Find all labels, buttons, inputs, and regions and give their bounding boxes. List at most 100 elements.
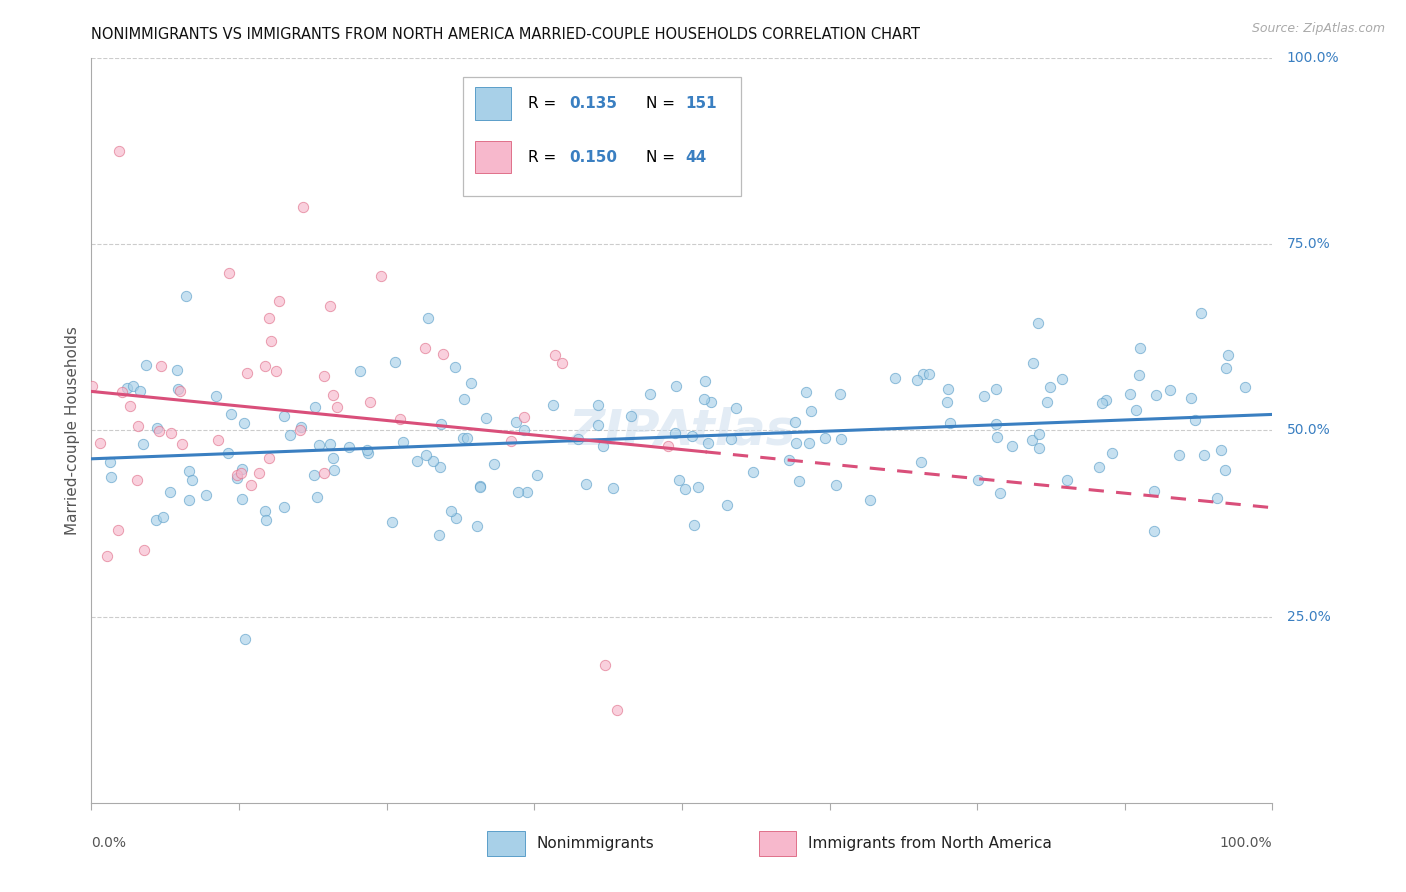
Point [194, 488, 217, 502]
Point [357, 445, 380, 459]
Point [430, 417, 453, 431]
Point [219, 407, 242, 421]
Point [444, 360, 467, 375]
Text: Source: ZipAtlas.com: Source: ZipAtlas.com [1251, 22, 1385, 36]
Point [427, 528, 450, 542]
Point [169, 384, 191, 398]
Point [318, 299, 340, 313]
Point [205, 390, 228, 404]
Point [239, 478, 262, 492]
Point [145, 514, 167, 528]
Point [319, 437, 342, 451]
Point [146, 421, 169, 435]
Point [149, 359, 172, 373]
Point [936, 382, 959, 396]
Point [356, 443, 378, 458]
Point [247, 466, 270, 480]
Point [229, 466, 252, 480]
Text: R =: R = [529, 96, 561, 111]
Point [512, 410, 534, 425]
Point [606, 703, 628, 717]
Point [1143, 524, 1166, 539]
Text: 44: 44 [686, 150, 707, 164]
Point [475, 411, 498, 425]
Point [167, 382, 190, 396]
Point [453, 392, 475, 406]
Point [148, 424, 170, 438]
Point [135, 358, 157, 372]
Point [918, 367, 941, 381]
Point [1206, 491, 1229, 506]
Point [1125, 402, 1147, 417]
Point [586, 398, 609, 412]
Point [1159, 384, 1181, 398]
Point [1119, 387, 1142, 401]
Point [683, 517, 706, 532]
Point [825, 477, 848, 491]
Point [217, 446, 239, 460]
Point [499, 434, 522, 449]
Point [1180, 391, 1202, 405]
Point [988, 486, 1011, 500]
Point [657, 439, 679, 453]
Point [107, 523, 129, 537]
Point [699, 395, 721, 409]
FancyBboxPatch shape [464, 77, 741, 195]
Point [89, 436, 111, 450]
Point [668, 473, 690, 487]
Point [288, 423, 311, 437]
Point [575, 476, 598, 491]
Point [260, 334, 283, 349]
Point [1039, 380, 1062, 394]
Point [697, 436, 720, 450]
Point [415, 341, 437, 355]
Point [1052, 372, 1074, 386]
Point [830, 432, 852, 446]
Point [115, 381, 138, 395]
Point [381, 516, 404, 530]
Point [1209, 443, 1232, 458]
Point [541, 398, 564, 412]
Point [813, 431, 835, 445]
Point [440, 503, 463, 517]
Point [226, 471, 249, 485]
Point [134, 543, 156, 558]
Point [322, 450, 344, 465]
Point [451, 431, 474, 445]
Point [100, 470, 122, 484]
Point [1056, 473, 1078, 487]
Point [593, 658, 616, 673]
Point [406, 454, 429, 468]
Point [741, 466, 763, 480]
Point [388, 412, 411, 426]
Point [384, 355, 406, 369]
Text: 100.0%: 100.0% [1286, 51, 1340, 65]
Point [159, 484, 181, 499]
Point [720, 433, 742, 447]
Point [312, 369, 335, 384]
Point [1094, 392, 1116, 407]
Point [695, 374, 717, 388]
Point [638, 387, 661, 401]
Point [432, 347, 454, 361]
Point [254, 513, 277, 527]
Text: ZIPAtlas: ZIPAtlas [568, 407, 796, 454]
Point [257, 451, 280, 466]
Point [1168, 448, 1191, 462]
Point [132, 437, 155, 451]
Point [1088, 459, 1111, 474]
Point [415, 448, 437, 462]
Point [233, 417, 256, 431]
Point [290, 419, 312, 434]
Point [422, 454, 444, 468]
Point [984, 417, 1007, 432]
Point [936, 395, 959, 409]
Point [218, 266, 240, 280]
Point [1192, 448, 1215, 462]
Text: 151: 151 [686, 96, 717, 111]
Point [444, 511, 467, 525]
Point [1216, 348, 1239, 362]
Point [1215, 360, 1237, 375]
Point [460, 376, 482, 391]
Point [1128, 368, 1150, 383]
